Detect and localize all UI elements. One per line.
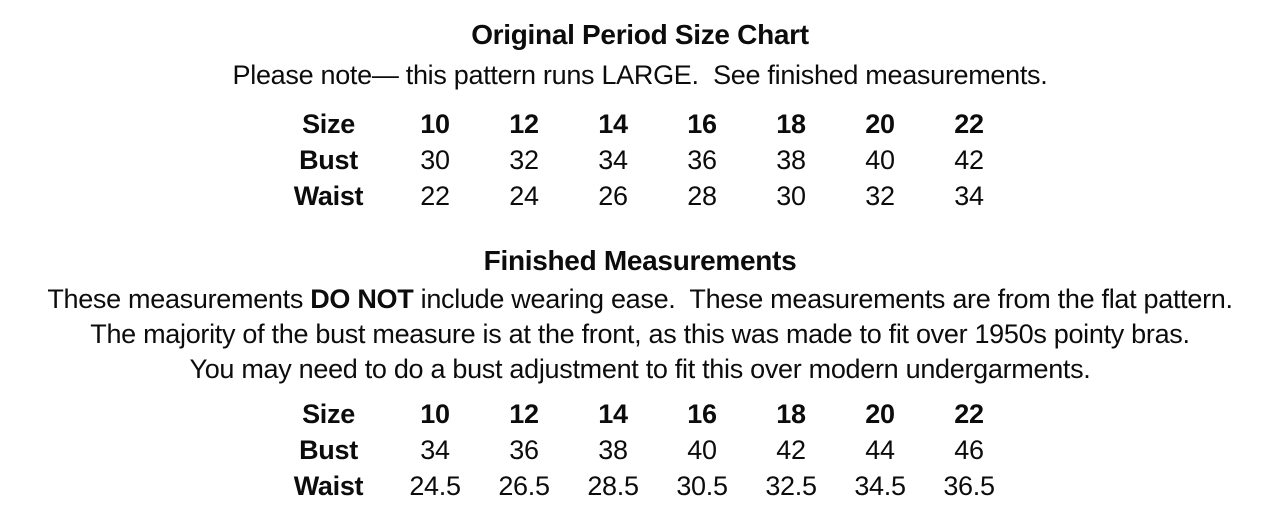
bust-value: 40 [865, 144, 895, 175]
finished-note-line-2: The majority of the bust measure is at t… [90, 319, 1190, 349]
waist-value: 30 [776, 180, 806, 211]
do-not-emphasis: DO NOT [310, 284, 414, 314]
bust-value: 30 [420, 144, 450, 175]
original-size-table: Size 10 12 14 16 18 20 22 Bust 30 32 34 … [267, 106, 1014, 214]
size-value: 20 [865, 398, 895, 429]
row-label-bust: Bust [299, 144, 358, 175]
bust-value: 46 [954, 434, 984, 465]
table-row: Size 10 12 14 16 18 20 22 [267, 396, 1014, 432]
bust-value: 32 [509, 144, 539, 175]
bust-value: 34 [420, 434, 450, 465]
row-label-size: Size [302, 398, 355, 429]
table-row: Waist 24.5 26.5 28.5 30.5 32.5 34.5 36.5 [267, 468, 1014, 504]
waist-value: 28.5 [587, 470, 639, 501]
row-label-waist: Waist [293, 470, 364, 501]
waist-value: 26.5 [498, 470, 550, 501]
bust-value: 38 [598, 434, 628, 465]
table-row: Bust 30 32 34 36 38 40 42 [267, 142, 1014, 178]
size-value: 10 [420, 108, 450, 139]
bust-value: 40 [687, 434, 717, 465]
size-value: 16 [687, 398, 717, 429]
row-label-bust: Bust [299, 434, 358, 465]
note-text: include wearing ease. These measurements… [413, 284, 1233, 314]
waist-value: 28 [687, 180, 717, 211]
bust-value: 34 [598, 144, 628, 175]
runs-large-note: Please note— this pattern runs LARGE. Se… [232, 60, 1048, 90]
size-value: 12 [509, 398, 539, 429]
bust-value: 42 [954, 144, 984, 175]
bust-value: 44 [865, 434, 895, 465]
size-value: 18 [776, 398, 806, 429]
row-label-waist: Waist [293, 180, 364, 211]
table-row: Bust 34 36 38 40 42 44 46 [267, 432, 1014, 468]
waist-value: 34 [954, 180, 984, 211]
table-row: Waist 22 24 26 28 30 32 34 [267, 178, 1014, 214]
size-value: 16 [687, 108, 717, 139]
finished-note-line-3: You may need to do a bust adjustment to … [189, 354, 1091, 384]
waist-value: 32.5 [765, 470, 817, 501]
waist-value: 22 [420, 180, 450, 211]
waist-value: 30.5 [676, 470, 728, 501]
size-value: 20 [865, 108, 895, 139]
size-value: 10 [420, 398, 450, 429]
size-value: 12 [509, 108, 539, 139]
waist-value: 36.5 [943, 470, 995, 501]
note-text: These measurements [47, 284, 311, 314]
size-value: 22 [954, 398, 984, 429]
page-title: Original Period Size Chart [471, 19, 809, 50]
size-value: 18 [776, 108, 806, 139]
finished-size-table: Size 10 12 14 16 18 20 22 Bust 34 36 38 … [267, 396, 1014, 504]
waist-value: 26 [598, 180, 628, 211]
bust-value: 36 [509, 434, 539, 465]
bust-value: 36 [687, 144, 717, 175]
bust-value: 42 [776, 434, 806, 465]
row-label-size: Size [302, 108, 355, 139]
finished-measurements-heading: Finished Measurements [483, 245, 797, 276]
waist-value: 24.5 [409, 470, 461, 501]
size-value: 14 [598, 398, 628, 429]
size-value: 22 [954, 108, 984, 139]
size-value: 14 [598, 108, 628, 139]
waist-value: 32 [865, 180, 895, 211]
table-row: Size 10 12 14 16 18 20 22 [267, 106, 1014, 142]
waist-value: 24 [509, 180, 539, 211]
bust-value: 38 [776, 144, 806, 175]
waist-value: 34.5 [854, 470, 906, 501]
finished-note-line-1: These measurements DO NOT include wearin… [0, 282, 1280, 317]
